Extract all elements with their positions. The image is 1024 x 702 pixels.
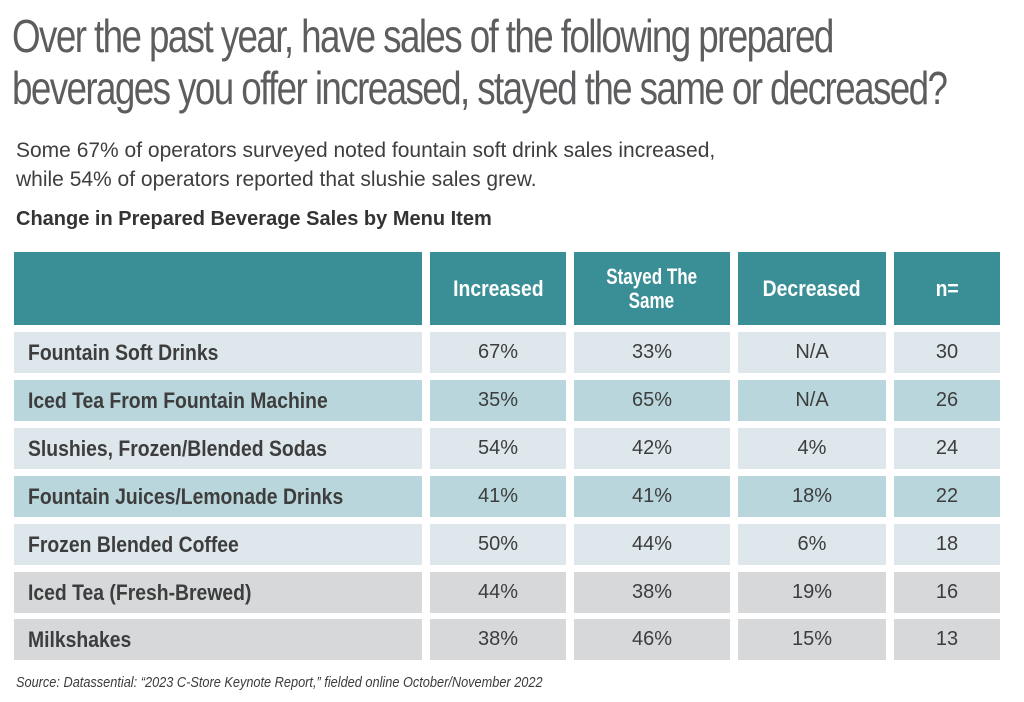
table-row: Fountain Juices/Lemonade Drinks 41% 41% 18%… (14, 476, 1002, 517)
row-stayed-the-same: 46% (574, 619, 730, 660)
row-n: 16 (894, 572, 1000, 613)
subtitle-line-2: while 54% of operators reported that slu… (16, 168, 537, 191)
title-line-2: beverages you offer increased, stayed th… (12, 62, 948, 114)
row-stayed-the-same: 41% (574, 476, 730, 517)
row-increased: 38% (430, 619, 566, 660)
row-decreased: N/A (738, 332, 886, 373)
row-n: 24 (894, 428, 1000, 469)
row-n: 26 (894, 380, 1000, 421)
header-stayed-the-same: Stayed The Same (574, 252, 730, 325)
row-increased: 41% (430, 476, 566, 517)
row-item: Fountain Soft Drinks (14, 332, 422, 373)
table-title: Change in Prepared Beverage Sales by Men… (16, 208, 492, 230)
table-row: Fountain Soft Drinks 67% 33% N/A 30 (14, 332, 1002, 373)
header-decreased: Decreased (738, 252, 886, 325)
table-row: Iced Tea (Fresh-Brewed) 44% 38% 19% 16 (14, 572, 1002, 613)
row-decreased: N/A (738, 380, 886, 421)
title-line-1: Over the past year, have sales of the fo… (12, 10, 834, 62)
row-item: Milkshakes (14, 619, 422, 660)
row-n: 13 (894, 619, 1000, 660)
row-increased: 44% (430, 572, 566, 613)
row-item: Iced Tea From Fountain Machine (14, 380, 422, 421)
table-row: Slushies, Frozen/Blended Sodas 54% 42% 4% 24 (14, 428, 1002, 469)
page-title: Over the past year, have sales of the fo… (12, 10, 948, 114)
row-item: Frozen Blended Coffee (14, 524, 422, 565)
row-increased: 50% (430, 524, 566, 565)
row-n: 30 (894, 332, 1000, 373)
row-stayed-the-same: 65% (574, 380, 730, 421)
subtitle: Some 67% of operators surveyed noted fou… (16, 136, 715, 194)
row-stayed-the-same: 44% (574, 524, 730, 565)
row-item: Slushies, Frozen/Blended Sodas (14, 428, 422, 469)
row-decreased: 19% (738, 572, 886, 613)
row-decreased: 15% (738, 619, 886, 660)
header-increased: Increased (430, 252, 566, 325)
subtitle-line-1: Some 67% of operators surveyed noted fou… (16, 139, 716, 162)
table-row: Milkshakes 38% 46% 15% 13 (14, 619, 1002, 660)
row-n: 22 (894, 476, 1000, 517)
row-stayed-the-same: 42% (574, 428, 730, 469)
row-stayed-the-same: 38% (574, 572, 730, 613)
row-stayed-the-same: 33% (574, 332, 730, 373)
source-note: Source: Datassential: “2023 C-Store Keyn… (16, 674, 543, 691)
header-stayed-line-2: Same (629, 287, 675, 313)
row-increased: 35% (430, 380, 566, 421)
row-item: Fountain Juices/Lemonade Drinks (14, 476, 422, 517)
table-row: Iced Tea From Fountain Machine 35% 65% N/A 2… (14, 380, 1002, 421)
table-row: Frozen Blended Coffee 50% 44% 6% 18 (14, 524, 1002, 565)
row-decreased: 18% (738, 476, 886, 517)
header-n: n= (894, 252, 1000, 325)
header-stayed-line-1: Stayed The (606, 263, 698, 289)
table-header-row: Increased Stayed The Same Decreased n= (14, 252, 1002, 325)
header-item (14, 252, 422, 325)
row-decreased: 4% (738, 428, 886, 469)
row-item: Iced Tea (Fresh-Brewed) (14, 572, 422, 613)
row-n: 18 (894, 524, 1000, 565)
row-decreased: 6% (738, 524, 886, 565)
row-increased: 54% (430, 428, 566, 469)
row-increased: 67% (430, 332, 566, 373)
